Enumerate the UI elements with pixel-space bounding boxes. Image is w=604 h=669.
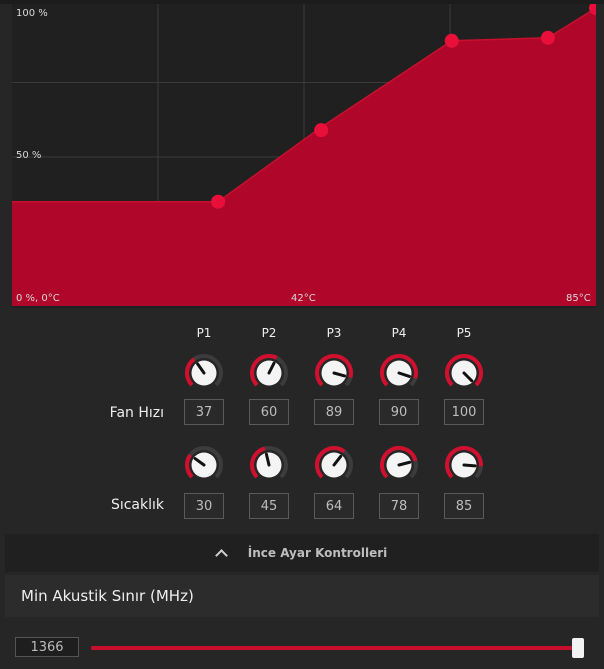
- acoustic-limit-title: Min Akustik Sınır (MHz): [5, 575, 599, 617]
- acoustic-slider-track[interactable]: [91, 646, 579, 650]
- temperature-value-1[interactable]: 30: [184, 493, 224, 519]
- chevron-up-icon[interactable]: [214, 549, 228, 562]
- curve-point-3[interactable]: [444, 33, 459, 48]
- temperature-value-4[interactable]: 78: [379, 493, 419, 519]
- x-max-label: 85°C: [566, 293, 591, 304]
- temperature-value-5[interactable]: 85: [444, 493, 484, 519]
- temperature-knob-3[interactable]: [312, 443, 356, 487]
- point-header-3: P3: [326, 326, 342, 340]
- point-header-2: P2: [261, 326, 277, 340]
- fine-tune-label: İnce Ayar Kontrolleri: [247, 546, 388, 560]
- fan-speed-value-1[interactable]: 37: [184, 399, 224, 425]
- fan-speed-knob-2[interactable]: [247, 351, 291, 395]
- fan-curve-area: [12, 8, 596, 306]
- fan-speed-value-3[interactable]: 89: [314, 399, 354, 425]
- acoustic-slider-thumb[interactable]: [572, 638, 584, 658]
- fan-speed-value-5[interactable]: 100: [444, 399, 484, 425]
- temperature-label: Sıcaklık: [110, 497, 164, 513]
- acoustic-limit-input[interactable]: 1366: [15, 637, 79, 657]
- curve-point-2[interactable]: [314, 123, 329, 138]
- temperature-knob-4[interactable]: [377, 443, 421, 487]
- fan-speed-knob-3[interactable]: [312, 351, 356, 395]
- temperature-value-3[interactable]: 64: [314, 493, 354, 519]
- curve-point-4[interactable]: [540, 30, 555, 45]
- temperature-value-2[interactable]: 45: [249, 493, 289, 519]
- fan-speed-label: Fan Hızı: [109, 405, 164, 421]
- temperature-knob-1[interactable]: [182, 443, 226, 487]
- fan-curve-line: [12, 7, 596, 203]
- curve-point-5[interactable]: [589, 4, 596, 15]
- fan-curve-chart[interactable]: 100 % 50 % 0 %, 0°C 42°C 85°C: [12, 4, 596, 308]
- temperature-knob-2[interactable]: [247, 443, 291, 487]
- fan-speed-value-2[interactable]: 60: [249, 399, 289, 425]
- y-max-label: 100 %: [16, 8, 48, 19]
- origin-label: 0 %, 0°C: [16, 293, 60, 304]
- curve-point-1[interactable]: [211, 194, 226, 209]
- point-header-5: P5: [456, 326, 472, 340]
- x-mid-label: 42°C: [291, 293, 316, 304]
- fine-tune-toggle[interactable]: İnce Ayar Kontrolleri: [5, 534, 599, 572]
- acoustic-limit-label: Min Akustik Sınır (MHz): [21, 587, 194, 605]
- y-mid-label: 50 %: [16, 150, 42, 161]
- fan-speed-knob-5[interactable]: [442, 351, 486, 395]
- fan-speed-knob-1[interactable]: [182, 351, 226, 395]
- fan-speed-knob-4[interactable]: [377, 351, 421, 395]
- fan-speed-value-4[interactable]: 90: [379, 399, 419, 425]
- point-header-4: P4: [391, 326, 407, 340]
- acoustic-limit-row: 1366: [5, 619, 599, 669]
- top-strip: [0, 0, 604, 4]
- point-header-1: P1: [196, 326, 212, 340]
- fan-curve-svg[interactable]: [12, 4, 596, 308]
- temperature-knob-5[interactable]: [442, 443, 486, 487]
